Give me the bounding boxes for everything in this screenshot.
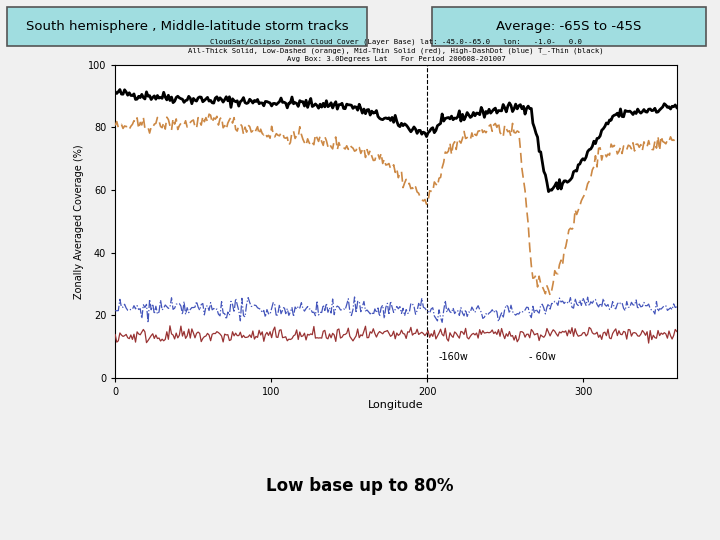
Text: Average: -65S to -45S: Average: -65S to -45S: [496, 20, 642, 33]
Text: - 60w: - 60w: [528, 352, 555, 362]
Text: South hemisphere , Middle-latitude storm tracks: South hemisphere , Middle-latitude storm…: [26, 20, 348, 33]
Text: Low base up to 80%: Low base up to 80%: [266, 477, 454, 495]
Title: CloudSat/Calipso Zonal Cloud Cover (Layer Base) lat: -45.0--65.0   lon:   -1.0- : CloudSat/Calipso Zonal Cloud Cover (Laye…: [188, 38, 604, 62]
Text: -160w: -160w: [438, 352, 468, 362]
Y-axis label: Zonally Averaged Coverage (%): Zonally Averaged Coverage (%): [73, 144, 84, 299]
FancyBboxPatch shape: [7, 7, 367, 46]
FancyBboxPatch shape: [432, 7, 706, 46]
X-axis label: Longitude: Longitude: [368, 400, 424, 410]
